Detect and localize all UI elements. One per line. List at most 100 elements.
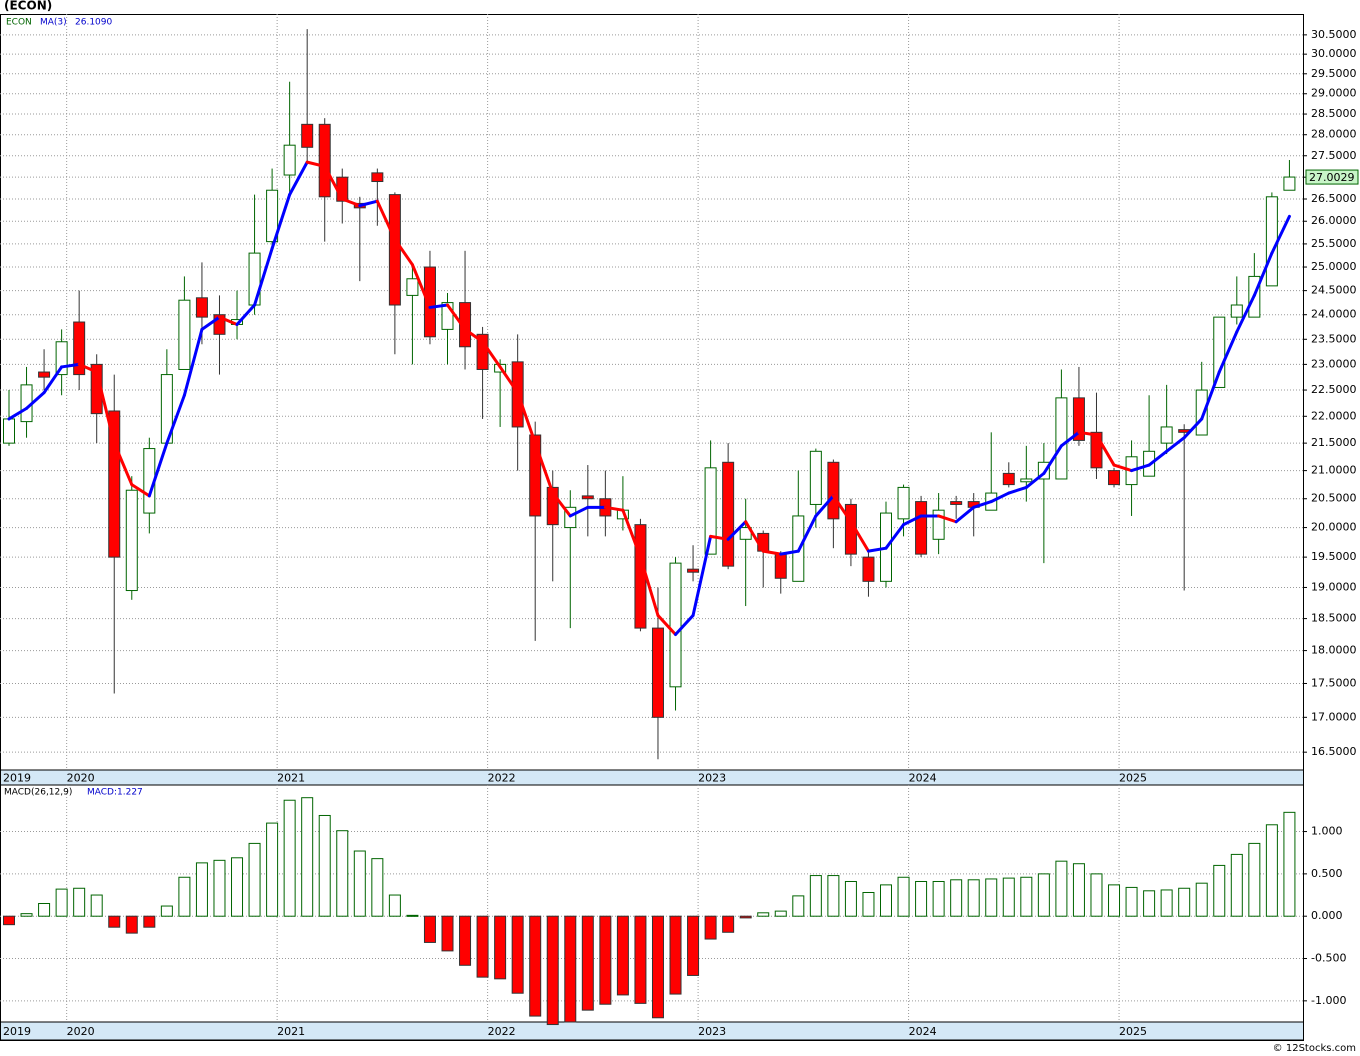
bar (266, 822, 279, 917)
x-tick-label: 2021 (277, 772, 305, 785)
y-tick-label: 17.5000 (1311, 676, 1357, 689)
ma-line (884, 523, 906, 550)
y-tick-label: 24.5000 (1311, 284, 1357, 297)
candle-body (3, 418, 15, 444)
ma-line (288, 160, 309, 197)
y-tick-label: 27.5000 (1311, 149, 1357, 162)
candle-body (1072, 397, 1085, 441)
candle-body (459, 302, 472, 348)
ma-line (989, 491, 1011, 504)
bar (950, 879, 963, 917)
candle-body (1283, 176, 1296, 191)
bar (1248, 842, 1261, 917)
y-tick-label: 22.5000 (1311, 383, 1357, 396)
bar (406, 914, 419, 917)
ma-line (481, 340, 502, 369)
bar (985, 878, 998, 917)
legend-symbol: ECON (6, 18, 32, 28)
bar (248, 842, 261, 917)
y-tick-label: 17.0000 (1311, 710, 1357, 723)
chart-title: (ECON) (4, 0, 52, 13)
candle-body (1230, 304, 1243, 318)
bar (809, 875, 822, 917)
candle-body (932, 509, 945, 540)
candle-body (1160, 426, 1173, 444)
ma-line (200, 315, 221, 331)
bar (178, 876, 191, 917)
ma-line (1024, 471, 1046, 489)
candle-body (915, 501, 928, 555)
ma-line (1077, 430, 1098, 437)
bar (1143, 890, 1156, 917)
bar (336, 830, 349, 917)
bar (1195, 882, 1208, 917)
bar (301, 797, 314, 917)
y-tick-label: 21.5000 (1311, 436, 1357, 449)
bar (1090, 873, 1103, 917)
candle-body (827, 461, 840, 520)
candle-body (581, 495, 594, 500)
bar (1125, 886, 1138, 917)
candle-body (1108, 470, 1121, 486)
bar (792, 895, 805, 917)
y-tick-label: 28.0000 (1311, 128, 1357, 141)
ma-line (182, 327, 204, 397)
bar (564, 915, 577, 1023)
candle-body (634, 524, 647, 629)
x-tick-label: 2022 (488, 1025, 516, 1038)
bar (1072, 863, 1085, 917)
ma-line (516, 391, 537, 445)
ma-line (217, 315, 239, 326)
ma-line (446, 303, 467, 331)
ma-line (1094, 433, 1116, 467)
candle-body (1055, 397, 1068, 480)
y-tick-label: 26.5000 (1311, 192, 1357, 205)
candle-body (195, 297, 208, 318)
x-tick-label: 2019 (3, 772, 31, 785)
candle-body (687, 568, 700, 573)
bar (529, 915, 542, 1017)
ma-line (621, 508, 642, 559)
price-tag (1305, 169, 1359, 185)
ma-line (1112, 463, 1134, 473)
bar (844, 880, 857, 917)
bar (1230, 853, 1243, 917)
bar (774, 910, 787, 917)
ma-line (709, 534, 730, 541)
ma-line (253, 247, 274, 307)
candle-body (529, 434, 542, 517)
legend-ma: MA(3) (40, 18, 67, 28)
ma-line (902, 514, 923, 527)
ma-line (95, 370, 116, 445)
candle-body (283, 144, 296, 176)
ma-line (77, 362, 99, 374)
bar (213, 859, 226, 917)
bar (90, 894, 103, 917)
bar (371, 858, 384, 917)
bar (283, 799, 296, 917)
bar (38, 903, 51, 917)
candle-body (722, 461, 735, 567)
ma-line (551, 491, 572, 518)
y-tick-label: 19.5000 (1311, 550, 1357, 563)
y-tick-label: 21.0000 (1311, 464, 1357, 477)
bar (862, 891, 875, 917)
ma-line (849, 520, 870, 553)
bar (897, 876, 910, 917)
ma-line (779, 549, 800, 556)
bar (651, 915, 664, 1019)
ma-line (533, 441, 555, 495)
y-tick-label: 22.0000 (1311, 409, 1357, 422)
bar (55, 888, 68, 917)
bar (441, 915, 454, 952)
ma-line (165, 393, 186, 445)
ma-line (498, 365, 520, 395)
x-tick-label: 2023 (698, 1025, 726, 1038)
y-tick-label: 24.0000 (1311, 308, 1357, 321)
ma-line (25, 391, 46, 410)
y-tick-label: 23.5000 (1311, 332, 1357, 345)
ma-line (831, 494, 853, 524)
candle-body (1020, 478, 1033, 483)
candle-body (1213, 316, 1226, 388)
